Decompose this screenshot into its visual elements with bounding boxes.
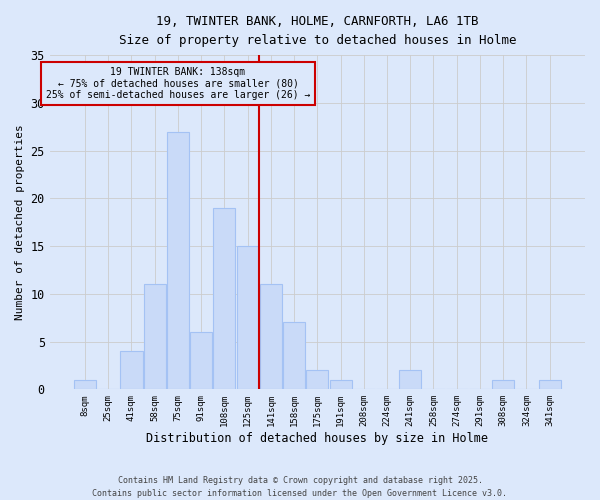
Bar — [214, 208, 235, 390]
Bar — [74, 380, 96, 390]
Text: 19 TWINTER BANK: 138sqm
← 75% of detached houses are smaller (80)
25% of semi-de: 19 TWINTER BANK: 138sqm ← 75% of detache… — [46, 66, 310, 100]
Bar — [143, 284, 166, 390]
Y-axis label: Number of detached properties: Number of detached properties — [15, 124, 25, 320]
Bar — [306, 370, 328, 390]
Bar — [492, 380, 514, 390]
Bar — [121, 351, 143, 390]
X-axis label: Distribution of detached houses by size in Holme: Distribution of detached houses by size … — [146, 432, 488, 445]
Bar — [236, 246, 259, 390]
Bar — [167, 132, 189, 390]
Title: 19, TWINTER BANK, HOLME, CARNFORTH, LA6 1TB
Size of property relative to detache: 19, TWINTER BANK, HOLME, CARNFORTH, LA6 … — [119, 15, 516, 47]
Bar — [283, 322, 305, 390]
Bar — [190, 332, 212, 390]
Bar — [260, 284, 282, 390]
Bar — [329, 380, 352, 390]
Bar — [539, 380, 560, 390]
Bar — [399, 370, 421, 390]
Text: Contains HM Land Registry data © Crown copyright and database right 2025.
Contai: Contains HM Land Registry data © Crown c… — [92, 476, 508, 498]
